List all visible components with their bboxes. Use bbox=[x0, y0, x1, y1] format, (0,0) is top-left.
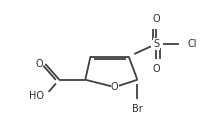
Text: O: O bbox=[111, 82, 119, 92]
Text: S: S bbox=[153, 39, 159, 49]
Text: HO: HO bbox=[29, 91, 44, 101]
Text: Cl: Cl bbox=[188, 39, 197, 49]
Text: O: O bbox=[153, 64, 160, 74]
Text: O: O bbox=[153, 14, 160, 24]
Text: Br: Br bbox=[132, 104, 143, 114]
Text: O: O bbox=[35, 59, 43, 69]
